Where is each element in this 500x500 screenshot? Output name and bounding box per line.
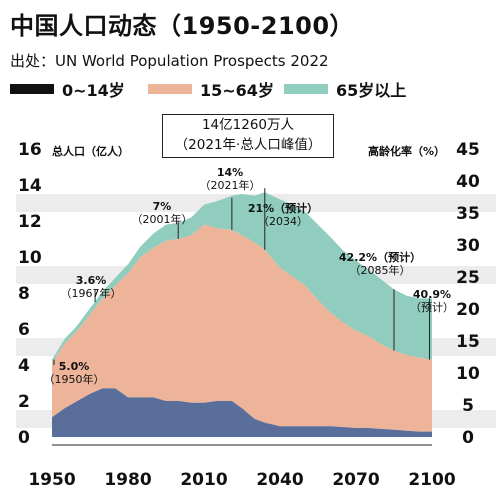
annotation-year: （2021年） — [200, 178, 261, 192]
area-15-64 — [52, 224, 432, 432]
x-tick-label: 2040 — [256, 470, 303, 490]
peak-population-box: 14亿1260万人 （2021年·总人口峰值） — [162, 114, 334, 158]
legend-item-0-14: 0~14岁 — [10, 78, 125, 100]
annotation-year: （2034） — [258, 215, 308, 228]
legend-swatch-0-14 — [10, 84, 54, 94]
area-0-14 — [52, 388, 432, 437]
x-tick-label: 1980 — [104, 470, 151, 490]
y-tick-label: 2 — [18, 392, 30, 412]
y2-tick-label: 40 — [456, 172, 480, 192]
y2-tick-label: 15 — [456, 332, 480, 352]
legend-item-65-plus: 65岁以上 — [284, 78, 406, 100]
y-tick-label: 12 — [18, 212, 42, 232]
annotation-year: （2001年） — [132, 212, 193, 226]
annotation-pct: 14% — [217, 166, 243, 179]
y2-tick-label: 25 — [456, 268, 480, 288]
peak-box-line2: （2021年·总人口峰值） — [174, 137, 322, 153]
legend-label-0-14: 0~14岁 — [62, 81, 125, 100]
y2-tick-label: 0 — [462, 428, 474, 448]
chart-title: 中国人口动态（1950-2100） — [10, 12, 355, 40]
y-tick-label: 6 — [18, 320, 30, 340]
source-note: 出处：UN World Population Prospects 2022 — [10, 52, 329, 70]
annotation-pct: 7% — [153, 200, 172, 213]
legend-item-15-64: 15~64岁 — [148, 78, 274, 100]
annotation-pct: 40.9% — [413, 288, 451, 301]
y2-tick-label: 10 — [456, 364, 480, 384]
y2-tick-label: 5 — [462, 396, 474, 416]
y-tick-label: 10 — [18, 248, 42, 268]
annotation-pct: 5.0% — [59, 360, 90, 373]
legend: 0~14岁 15~64岁 65岁以上 — [10, 78, 490, 100]
annotation-pct: 21%（预计） — [248, 201, 318, 215]
y2-tick-label: 30 — [456, 236, 480, 256]
annotation-pct: 42.2%（预计） — [339, 250, 421, 264]
y2-tick-label: 45 — [456, 140, 480, 160]
y2-tick-label: 35 — [456, 204, 480, 224]
x-tick-label: 1950 — [28, 470, 75, 490]
peak-box-line1: 14亿1260万人 — [201, 117, 295, 133]
annotation-year: （预计） — [410, 301, 454, 314]
y-tick-label: 8 — [18, 284, 30, 304]
annotation-year: （1967年） — [61, 286, 122, 300]
legend-label-15-64: 15~64岁 — [200, 81, 274, 100]
legend-swatch-15-64 — [148, 84, 192, 94]
y-tick-label: 14 — [18, 176, 42, 196]
y-tick-label: 4 — [18, 356, 30, 376]
x-tick-label: 2010 — [180, 470, 227, 490]
annotation-year: （2085年） — [350, 263, 411, 277]
y2-axis-title: 高龄化率（%） — [368, 145, 446, 158]
y2-tick-label: 20 — [456, 300, 480, 320]
y-axis-title: 总人口（亿人） — [52, 145, 129, 158]
legend-swatch-65-plus — [284, 84, 328, 94]
x-tick-label: 2100 — [408, 470, 455, 490]
annotation-year: （1950年） — [44, 372, 105, 386]
annotation-pct: 3.6% — [76, 274, 107, 287]
legend-label-65-plus: 65岁以上 — [336, 81, 407, 100]
y-tick-label: 16 — [18, 140, 42, 160]
x-tick-label: 2070 — [332, 470, 379, 490]
y-tick-label: 0 — [18, 428, 30, 448]
